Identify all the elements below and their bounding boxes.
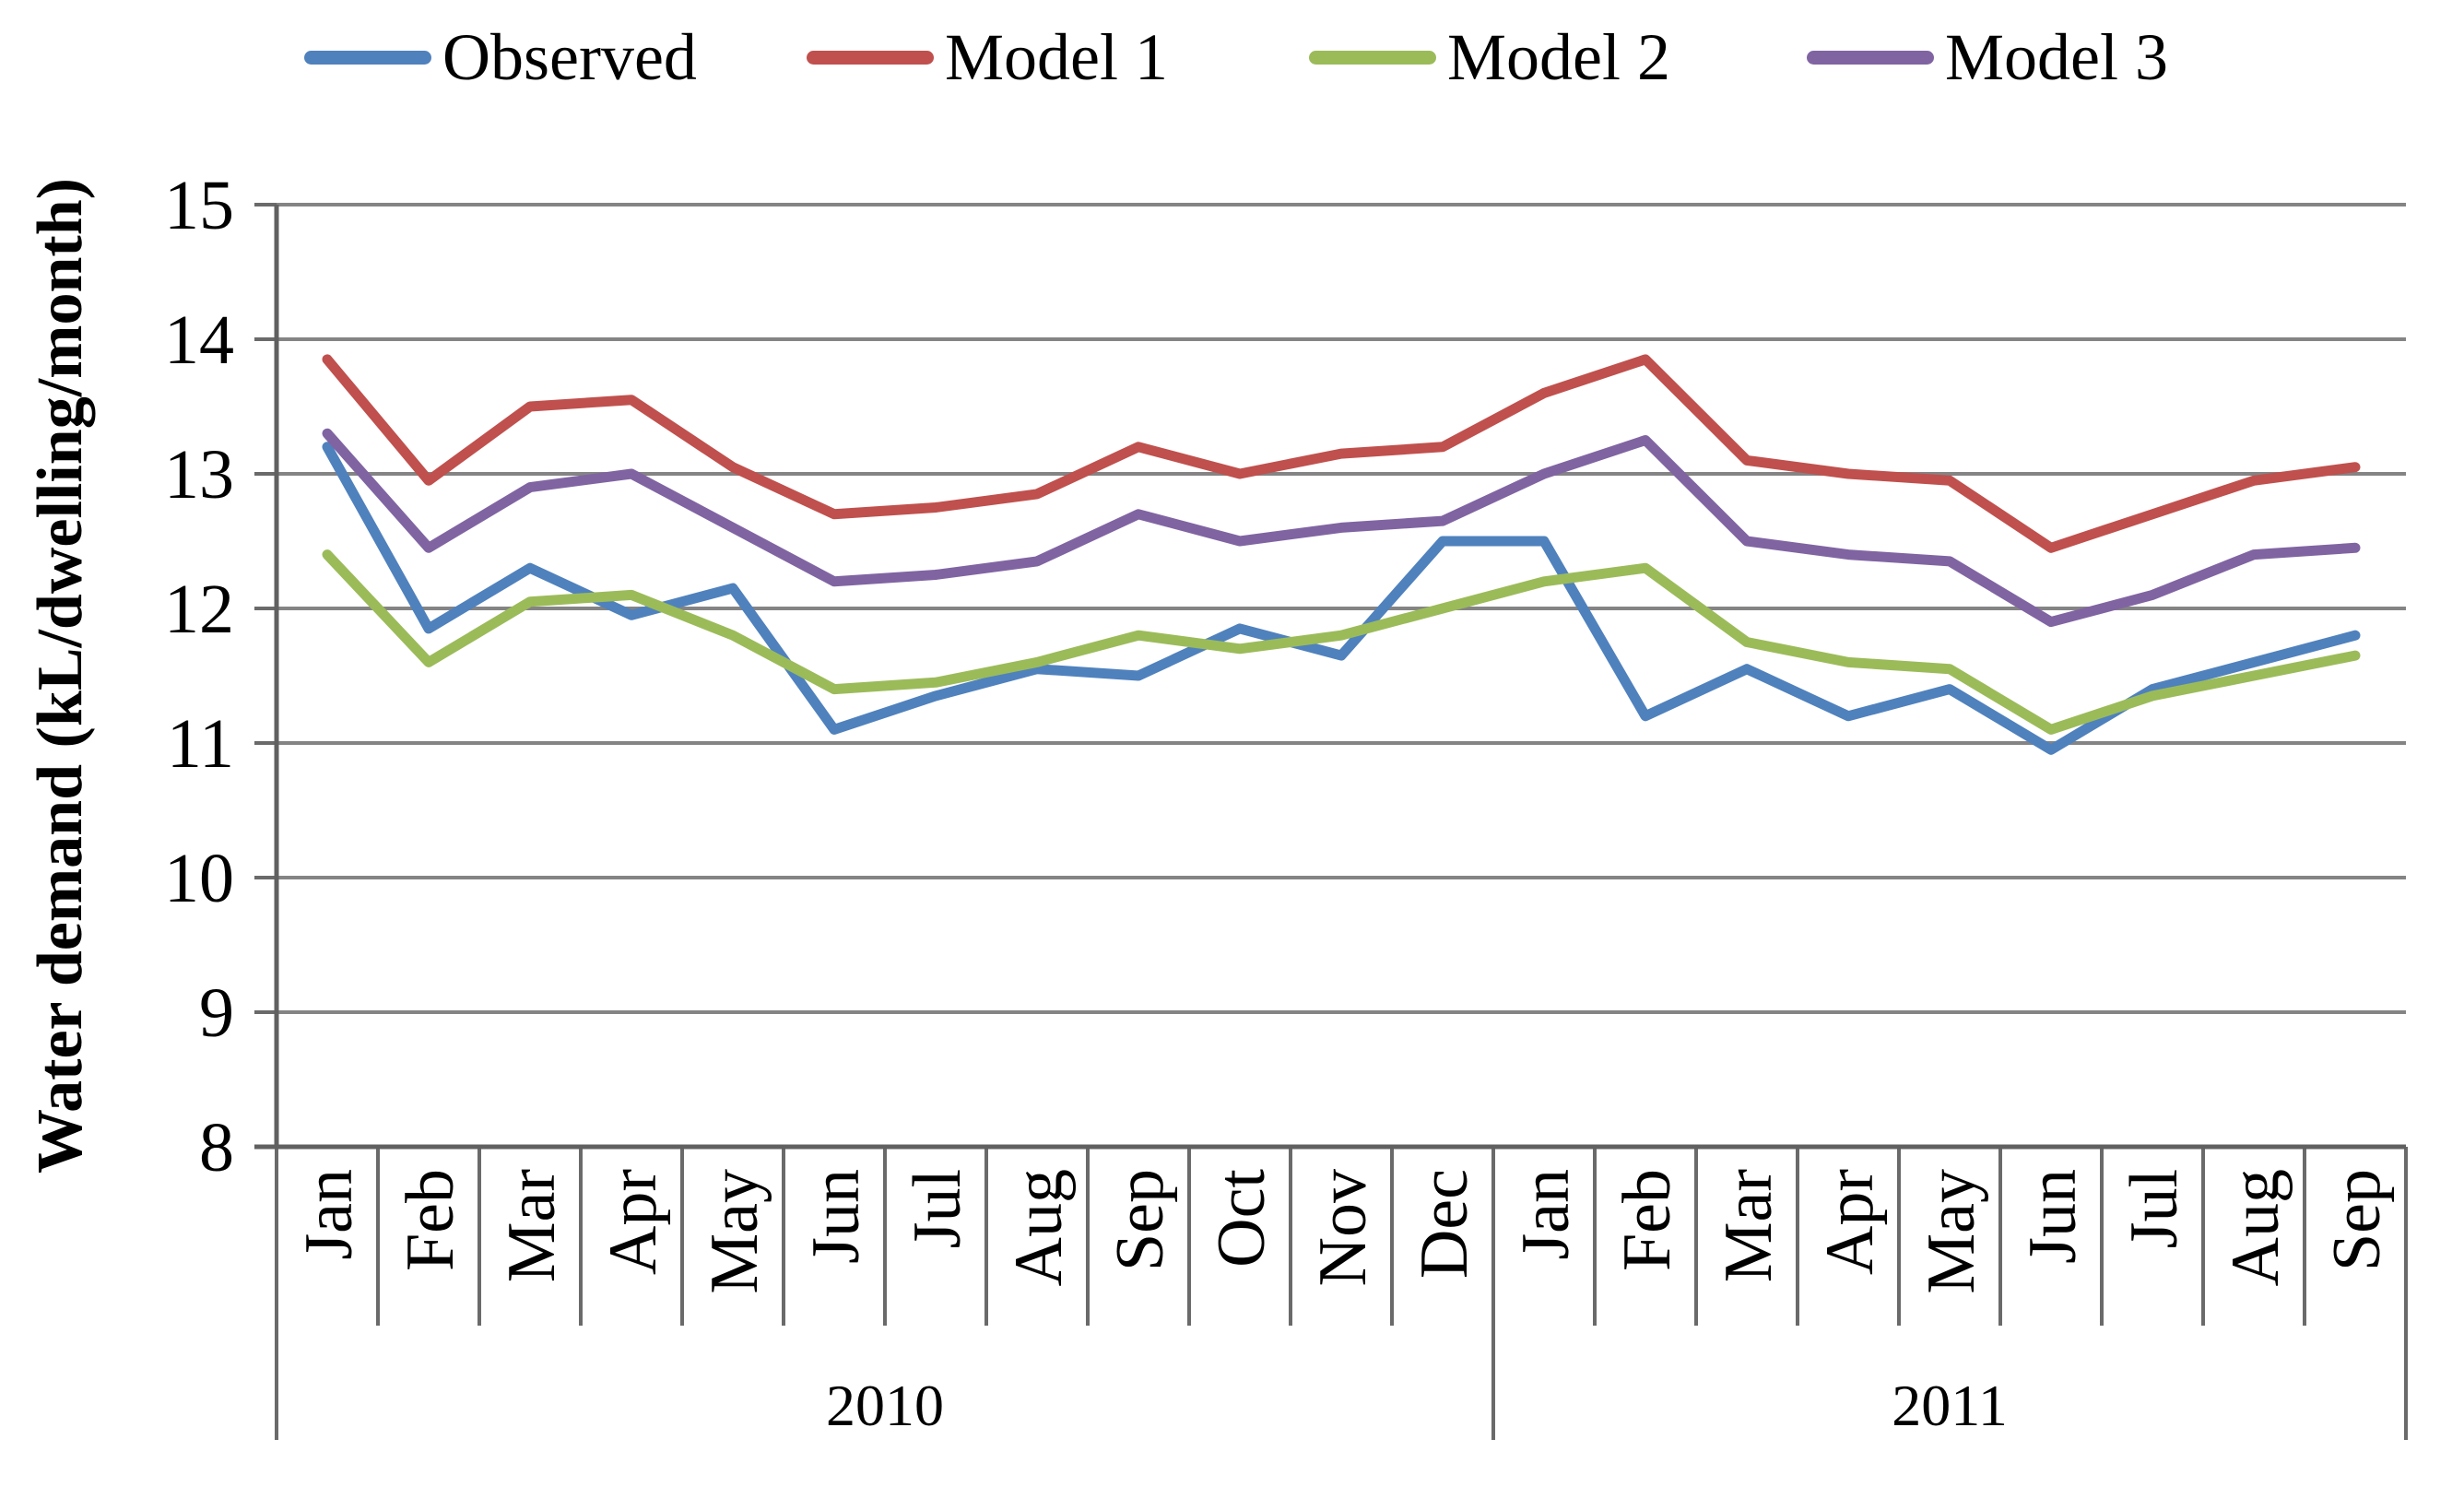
y-tick-label-9: 9 xyxy=(199,974,234,1052)
x-tick-label-jul-6: Jul xyxy=(900,1169,975,1248)
x-tick-label-aug-7: Aug xyxy=(1001,1169,1077,1286)
legend-item-model-2: Model 2 xyxy=(1309,13,1670,101)
x-tick-label-oct-9: Oct xyxy=(1204,1169,1279,1268)
x-tick-label-nov-10: Nov xyxy=(1305,1169,1381,1286)
x-tick-label-may-4: May xyxy=(697,1169,772,1294)
x-tick-label-jul-18: Jul xyxy=(2116,1169,2192,1248)
chart-legend: Observed Model 1 Model 2 Model 3 xyxy=(0,13,2464,101)
y-tick-label-14: 14 xyxy=(164,301,234,379)
year-label-2010: 2010 xyxy=(826,1373,944,1438)
legend-label-observed: Observed xyxy=(442,20,697,94)
y-tick-label-12: 12 xyxy=(164,571,234,648)
y-tick-label-11: 11 xyxy=(167,705,234,783)
x-tick-label-may-16: May xyxy=(1914,1169,1989,1294)
series-line-model-1 xyxy=(322,354,2361,553)
y-axis-title: Water demand (kL/dwelling/month) xyxy=(25,178,96,1174)
y-tick-label-13: 13 xyxy=(164,436,234,513)
legend-item-observed: Observed xyxy=(304,13,697,101)
legend-swatch-model-3-icon xyxy=(1807,50,1934,65)
legend-label-model-3: Model 3 xyxy=(1945,20,2168,94)
legend-swatch-model-2-icon xyxy=(1309,50,1436,65)
x-tick-label-apr-15: Apr xyxy=(1812,1169,1888,1275)
x-tick-label-jun-5: Jun xyxy=(798,1169,874,1264)
x-tick-label-apr-3: Apr xyxy=(595,1169,671,1275)
year-label-2011: 2011 xyxy=(1892,1373,2008,1438)
x-tick-label-aug-19: Aug xyxy=(2218,1169,2293,1286)
legend-swatch-model-1-icon xyxy=(807,50,934,65)
legend-item-model-3: Model 3 xyxy=(1807,13,2168,101)
series-line-model-3 xyxy=(322,428,2361,628)
x-tick-label-mar-14: Mar xyxy=(1711,1169,1786,1282)
x-tick-label-mar-2: Mar xyxy=(494,1169,570,1282)
series-line-model-2 xyxy=(322,549,2361,735)
y-tick-label-15: 15 xyxy=(164,167,234,244)
x-tick-label-feb-1: Feb xyxy=(393,1169,468,1271)
x-tick-label-jan-0: Jan xyxy=(291,1169,367,1260)
legend-swatch-observed-icon xyxy=(304,50,431,65)
x-tick-label-jun-17: Jun xyxy=(2015,1169,2091,1264)
legend-item-model-1: Model 1 xyxy=(807,13,1168,101)
y-tick-label-10: 10 xyxy=(164,840,234,917)
y-tick-label-8: 8 xyxy=(199,1109,234,1186)
x-tick-label-sep-8: Sep xyxy=(1102,1169,1178,1271)
x-tick-label-jan-12: Jan xyxy=(1508,1169,1584,1260)
x-tick-label-feb-13: Feb xyxy=(1609,1169,1685,1271)
x-tick-label-sep-20: Sep xyxy=(2319,1169,2395,1271)
x-tick-label-dec-11: Dec xyxy=(1407,1169,1482,1279)
legend-label-model-2: Model 2 xyxy=(1447,20,1670,94)
legend-label-model-1: Model 1 xyxy=(945,20,1168,94)
